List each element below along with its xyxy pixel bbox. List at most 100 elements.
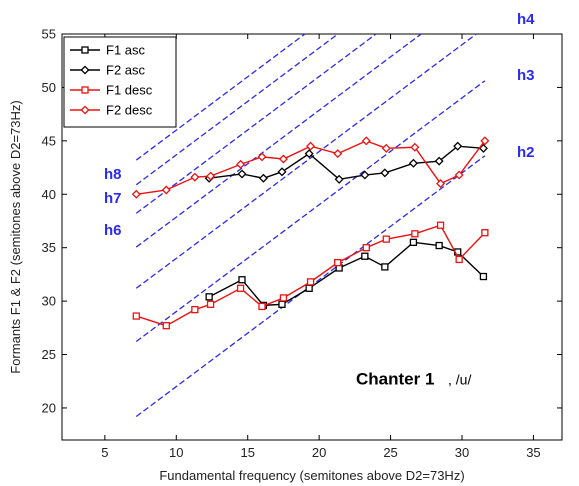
harmonic-line-h4 [135, 33, 477, 289]
data-point [279, 294, 288, 302]
x-tick-label: 15 [240, 445, 254, 460]
data-point [334, 174, 344, 184]
data-point [409, 238, 418, 246]
series-layer [131, 136, 490, 330]
data-point [277, 167, 287, 177]
x-tick-label: 5 [101, 445, 108, 460]
data-point [411, 230, 419, 238]
data-point [258, 302, 266, 311]
data-point [454, 170, 464, 180]
data-point [333, 149, 343, 159]
data-point [304, 149, 314, 159]
annotation-title: Chanter 1 [356, 369, 434, 388]
harmonic-labels: h2 h3 h4 h6 h7 h8 [104, 11, 535, 239]
annotation-suffix: , /u/ [448, 371, 471, 387]
data-point [278, 154, 288, 164]
harmonic-label-h4: h4 [517, 11, 535, 28]
legend-label: F1 asc [106, 43, 146, 58]
data-point [278, 300, 286, 308]
y-axis-label: Formants F1 & F2 (semitones above D2=73H… [8, 100, 23, 373]
y-tick-label: 55 [42, 27, 56, 42]
harmonic-label-h3: h3 [517, 67, 535, 84]
data-point [381, 263, 389, 271]
data-point [306, 141, 316, 151]
data-point [434, 156, 444, 166]
data-point [162, 322, 170, 330]
series-f2-desc [131, 136, 490, 199]
x-tick-label: 30 [455, 445, 469, 460]
legend-entry: F1 desc [70, 83, 153, 98]
y-tick-label: 30 [42, 294, 56, 309]
data-point [258, 173, 268, 183]
harmonic-line-h5 [135, 33, 422, 248]
harmonic-lines [135, 33, 486, 418]
x-tick-label: 10 [169, 445, 183, 460]
data-point [361, 136, 371, 146]
harmonic-label-h2: h2 [517, 144, 535, 161]
data-point [190, 172, 200, 182]
harmonic-line-h6 [135, 33, 377, 214]
data-point [161, 185, 171, 195]
series-f2-asc [204, 141, 488, 184]
harmonic-label-h8: h8 [104, 166, 122, 183]
y-tick-label: 40 [42, 187, 56, 202]
series-f1-desc [132, 221, 489, 330]
legend-items: F1 asc F2 asc F1 desc F2 desc [70, 43, 153, 118]
y-tick-label: 25 [42, 347, 56, 362]
harmonic-label-h7: h7 [104, 190, 122, 207]
data-point [334, 258, 342, 267]
data-point [481, 229, 489, 237]
data-point [305, 284, 313, 292]
data-point [257, 152, 267, 162]
data-point [382, 235, 390, 243]
legend-entry: F1 asc [70, 43, 146, 58]
data-point [306, 278, 315, 286]
data-point [455, 255, 463, 264]
data-point [453, 141, 463, 151]
legend-label: F2 desc [106, 103, 153, 118]
x-tick-label: 35 [526, 445, 540, 460]
legend-marker [81, 46, 89, 54]
data-point [436, 179, 446, 189]
legend-label: F2 asc [106, 63, 146, 78]
legend-entry: F2 asc [70, 63, 146, 78]
harmonic-line-h8 [135, 33, 306, 161]
legend-marker [80, 105, 90, 115]
chart-annotation: Chanter 1 , /u/ [356, 369, 471, 388]
legend-entry: F2 desc [70, 103, 153, 118]
data-point [408, 158, 418, 168]
harmonic-label-h6: h6 [104, 222, 122, 239]
data-point [360, 170, 370, 180]
data-point [410, 142, 420, 152]
data-point [236, 159, 246, 169]
data-point [237, 169, 247, 179]
data-point [206, 171, 216, 181]
legend: F1 asc F2 asc F1 desc F2 desc [63, 36, 177, 128]
y-tick-label: 45 [42, 133, 56, 148]
harmonic-line-h3 [135, 80, 486, 343]
data-point [191, 306, 199, 314]
y-tick-label: 20 [42, 400, 56, 415]
y-tick-label: 50 [42, 80, 56, 95]
data-point [478, 143, 488, 153]
harmonic-line-h7 [135, 33, 339, 186]
x-axis-label: Fundamental frequency (semitones above D… [159, 468, 464, 483]
x-tick-label: 25 [383, 445, 397, 460]
data-point [435, 241, 443, 250]
data-point [480, 136, 490, 146]
data-point [380, 168, 390, 178]
data-point [436, 221, 445, 229]
data-point [236, 284, 245, 292]
data-point [206, 300, 215, 308]
x-tick-label: 20 [312, 445, 326, 460]
data-point [131, 189, 141, 199]
data-point [381, 143, 391, 153]
y-tick-label: 35 [42, 240, 56, 255]
data-point [205, 293, 213, 301]
legend-label: F1 desc [106, 83, 153, 98]
legend-marker [80, 65, 90, 75]
data-point [238, 276, 246, 284]
data-point [361, 252, 369, 260]
data-point [362, 244, 370, 252]
